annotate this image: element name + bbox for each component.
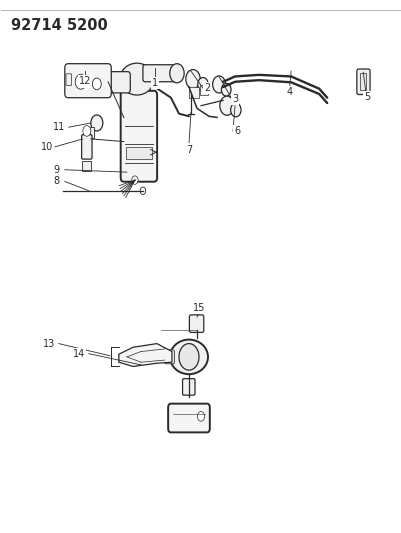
- FancyBboxPatch shape: [359, 73, 366, 90]
- Polygon shape: [119, 344, 172, 367]
- FancyBboxPatch shape: [164, 350, 174, 364]
- Circle shape: [219, 96, 234, 115]
- Circle shape: [185, 69, 200, 88]
- FancyBboxPatch shape: [168, 403, 209, 432]
- Circle shape: [197, 411, 204, 421]
- Circle shape: [221, 83, 231, 96]
- Circle shape: [230, 103, 241, 117]
- Bar: [82, 161, 91, 171]
- Text: 13: 13: [43, 338, 55, 349]
- Circle shape: [197, 77, 208, 91]
- Text: 9: 9: [54, 165, 60, 175]
- FancyBboxPatch shape: [143, 64, 174, 82]
- Circle shape: [91, 115, 103, 131]
- Text: 2: 2: [203, 83, 210, 93]
- Text: 6: 6: [233, 126, 239, 136]
- Circle shape: [92, 78, 101, 90]
- Text: 14: 14: [73, 349, 85, 359]
- Circle shape: [212, 76, 225, 93]
- Bar: [89, 127, 94, 138]
- Text: 7: 7: [185, 144, 192, 155]
- Circle shape: [169, 63, 184, 83]
- FancyBboxPatch shape: [126, 147, 152, 159]
- FancyBboxPatch shape: [81, 135, 92, 159]
- Text: 1: 1: [152, 78, 158, 88]
- FancyBboxPatch shape: [65, 63, 111, 98]
- Text: 11: 11: [53, 122, 65, 132]
- FancyBboxPatch shape: [189, 315, 203, 333]
- Ellipse shape: [170, 340, 207, 374]
- Text: 5: 5: [363, 92, 369, 102]
- Text: 3: 3: [231, 94, 237, 104]
- Bar: [200, 85, 208, 95]
- Circle shape: [132, 176, 138, 184]
- FancyBboxPatch shape: [103, 71, 130, 93]
- Text: 92714 5200: 92714 5200: [11, 18, 107, 33]
- FancyBboxPatch shape: [120, 91, 157, 182]
- Circle shape: [83, 126, 91, 136]
- Circle shape: [75, 74, 86, 89]
- Ellipse shape: [119, 63, 154, 95]
- Text: 8: 8: [54, 176, 60, 187]
- Circle shape: [140, 187, 145, 195]
- FancyBboxPatch shape: [182, 378, 194, 395]
- Text: 12: 12: [79, 77, 91, 86]
- Bar: [188, 87, 198, 98]
- FancyBboxPatch shape: [356, 69, 369, 94]
- Text: 4: 4: [286, 87, 292, 97]
- Text: 10: 10: [41, 142, 53, 152]
- Circle shape: [178, 344, 198, 370]
- Text: 15: 15: [192, 303, 205, 313]
- FancyBboxPatch shape: [66, 74, 71, 85]
